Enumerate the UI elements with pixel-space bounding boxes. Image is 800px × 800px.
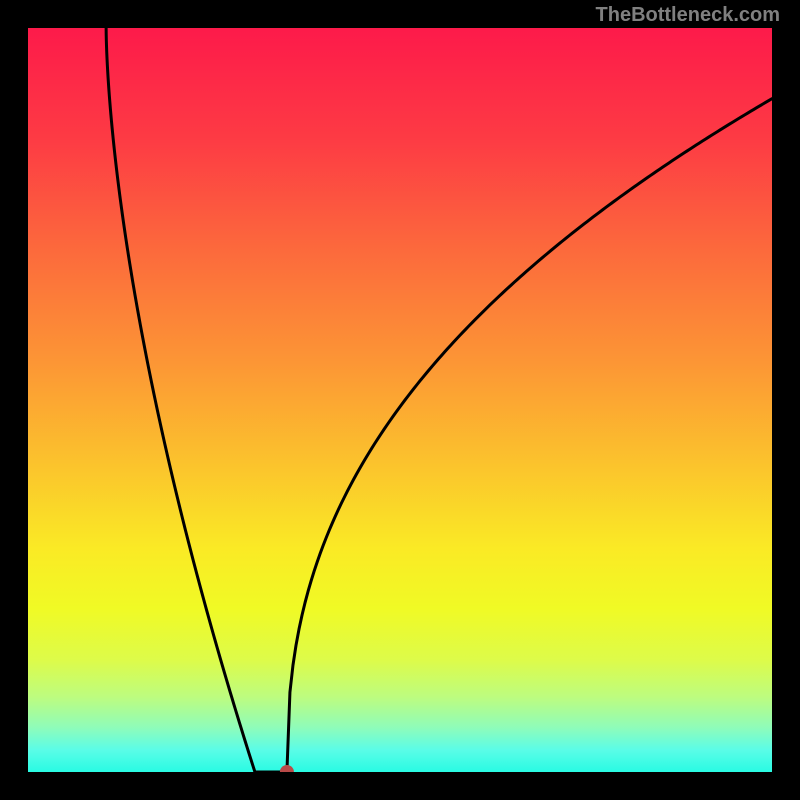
plot-area: [28, 28, 772, 772]
gradient-background: [28, 28, 772, 772]
watermark-label: TheBottleneck.com: [596, 4, 780, 27]
chart-svg: [28, 28, 772, 772]
